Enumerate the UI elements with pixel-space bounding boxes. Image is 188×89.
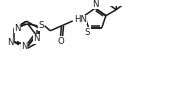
Text: S: S [85,28,90,37]
Text: S: S [38,21,44,30]
Text: N: N [7,38,14,47]
Text: N: N [19,44,26,53]
Text: O: O [57,37,64,46]
Text: N: N [14,24,21,33]
Text: N: N [33,34,39,43]
Text: HN: HN [74,15,87,24]
Text: N: N [21,42,27,51]
Text: N: N [92,0,99,9]
